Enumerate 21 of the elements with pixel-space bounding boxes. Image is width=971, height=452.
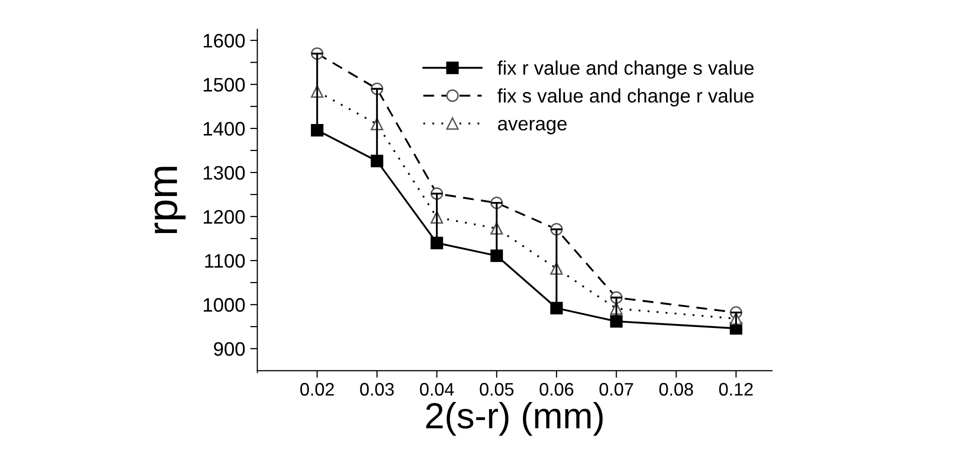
y-tick-label: 1500: [204, 78, 245, 92]
y-axis-title: rpm: [154, 166, 186, 234]
x-tick-label: 0.05: [480, 382, 514, 396]
y-tick-label: 1000: [204, 298, 245, 312]
y-tick-label: 1600: [204, 34, 245, 48]
legend-label: fix s value and change r value: [497, 88, 754, 107]
y-tick-label: 1200: [204, 210, 245, 224]
y-tick-label: 900: [214, 342, 245, 356]
y-tick-label: 1100: [205, 254, 245, 268]
x-tick-label: 0.04: [420, 382, 454, 396]
legend-label: fix r value and change s value: [497, 60, 754, 79]
x-axis-title: 2(s-r) (mm): [426, 402, 603, 436]
legend-label: average: [498, 120, 567, 134]
x-tick-label: 0.02: [300, 382, 334, 396]
x-tick-label: 0.12: [719, 382, 753, 396]
y-tick-label: 1300: [204, 166, 245, 180]
x-tick-label: 0.07: [599, 382, 634, 396]
x-tick-label: 0.06: [540, 382, 574, 396]
x-tick-label: 0.03: [360, 382, 394, 396]
x-tick-label: 0.08: [659, 382, 693, 396]
y-tick-label: 1400: [204, 122, 245, 136]
